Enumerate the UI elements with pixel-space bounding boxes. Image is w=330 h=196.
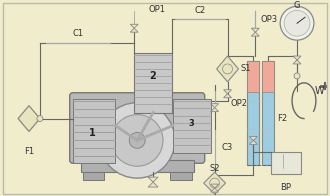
Polygon shape bbox=[130, 24, 138, 28]
Text: G: G bbox=[294, 1, 300, 10]
Circle shape bbox=[284, 10, 310, 36]
FancyBboxPatch shape bbox=[73, 99, 115, 163]
FancyBboxPatch shape bbox=[173, 99, 211, 153]
Polygon shape bbox=[216, 56, 239, 82]
FancyBboxPatch shape bbox=[170, 172, 192, 180]
Polygon shape bbox=[223, 94, 232, 98]
Polygon shape bbox=[223, 90, 232, 94]
FancyBboxPatch shape bbox=[248, 61, 259, 92]
Polygon shape bbox=[293, 60, 301, 64]
Circle shape bbox=[99, 103, 175, 178]
Text: BP: BP bbox=[280, 183, 292, 192]
Text: W: W bbox=[315, 86, 324, 96]
Circle shape bbox=[37, 116, 43, 122]
Text: 3: 3 bbox=[189, 119, 195, 128]
Circle shape bbox=[112, 115, 163, 166]
FancyBboxPatch shape bbox=[3, 3, 327, 194]
Circle shape bbox=[280, 6, 314, 40]
FancyBboxPatch shape bbox=[70, 93, 205, 163]
Polygon shape bbox=[251, 28, 259, 32]
Polygon shape bbox=[18, 106, 40, 132]
Polygon shape bbox=[204, 172, 226, 194]
FancyBboxPatch shape bbox=[134, 53, 172, 113]
FancyBboxPatch shape bbox=[271, 152, 301, 174]
Polygon shape bbox=[211, 188, 218, 192]
Circle shape bbox=[129, 132, 145, 148]
Polygon shape bbox=[249, 140, 257, 144]
Text: S2: S2 bbox=[210, 164, 220, 173]
FancyBboxPatch shape bbox=[262, 61, 274, 165]
FancyBboxPatch shape bbox=[248, 61, 259, 165]
Text: F1: F1 bbox=[24, 147, 34, 156]
Circle shape bbox=[294, 73, 300, 79]
Polygon shape bbox=[130, 28, 138, 32]
FancyBboxPatch shape bbox=[262, 61, 274, 92]
Polygon shape bbox=[211, 108, 218, 112]
Text: C2: C2 bbox=[194, 6, 205, 15]
Polygon shape bbox=[211, 184, 218, 188]
Text: C1: C1 bbox=[72, 29, 83, 38]
Text: C3: C3 bbox=[221, 143, 233, 152]
FancyBboxPatch shape bbox=[82, 172, 104, 180]
Text: 2: 2 bbox=[150, 71, 156, 81]
Text: 1: 1 bbox=[89, 128, 96, 138]
Text: OP1: OP1 bbox=[148, 5, 165, 14]
Polygon shape bbox=[211, 104, 218, 108]
Polygon shape bbox=[251, 32, 259, 36]
Polygon shape bbox=[249, 136, 257, 140]
Text: F2: F2 bbox=[277, 114, 287, 123]
FancyBboxPatch shape bbox=[81, 160, 194, 172]
Text: OP3: OP3 bbox=[260, 15, 278, 24]
Polygon shape bbox=[293, 56, 301, 60]
Text: OP2: OP2 bbox=[231, 99, 248, 108]
Polygon shape bbox=[148, 182, 158, 187]
Polygon shape bbox=[148, 177, 158, 182]
Text: S1: S1 bbox=[241, 64, 251, 74]
